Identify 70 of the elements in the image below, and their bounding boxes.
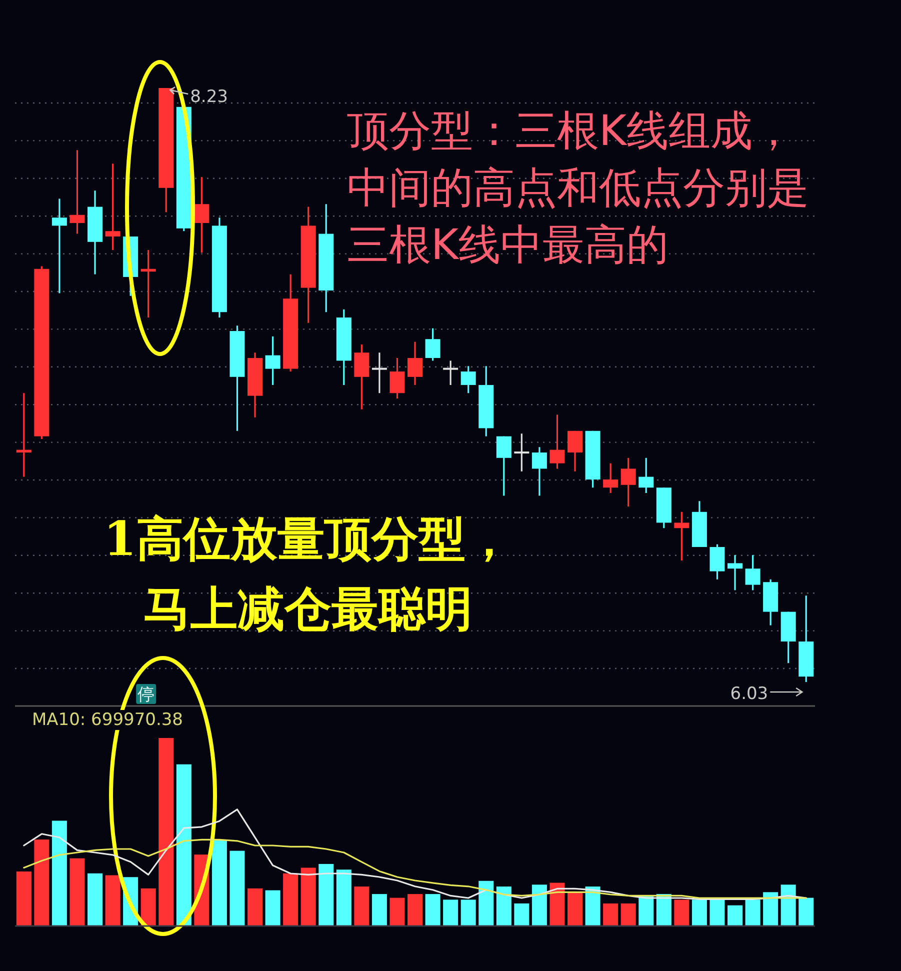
candlestick <box>443 360 458 386</box>
candlestick <box>728 554 742 591</box>
candlestick <box>603 462 618 494</box>
bar <box>674 900 690 926</box>
bar <box>514 903 530 926</box>
annotation: 8.23 <box>190 87 228 107</box>
text: MA10: 699970.38 <box>32 710 183 730</box>
candlestick <box>550 414 565 470</box>
bar <box>16 871 32 926</box>
bar <box>745 900 760 926</box>
bar <box>443 900 458 926</box>
bar <box>372 894 387 926</box>
candlestick <box>408 341 422 386</box>
bar <box>158 738 174 926</box>
bar <box>105 875 120 926</box>
bar <box>620 903 636 926</box>
bar <box>585 886 600 926</box>
bar <box>692 900 707 926</box>
candlestick <box>70 149 85 235</box>
candlestick <box>460 365 476 394</box>
bar <box>354 886 370 926</box>
candlestick <box>496 436 512 496</box>
bar <box>88 873 102 926</box>
candlestick <box>745 554 760 591</box>
bar <box>34 840 50 926</box>
candlestick <box>140 249 156 318</box>
bar <box>550 882 565 926</box>
candlestick <box>425 328 440 362</box>
bar <box>478 880 494 926</box>
bar <box>212 840 227 926</box>
bar <box>496 886 512 926</box>
annotation: 顶分型：三根K线组成，中间的高点和低点分别是三根K线中最高的 <box>347 106 809 269</box>
candlestick <box>390 357 405 400</box>
candlestick <box>674 511 690 562</box>
bar <box>390 898 405 926</box>
bar <box>568 892 582 926</box>
bar <box>248 888 262 926</box>
bar <box>728 905 742 926</box>
candlestick <box>638 457 654 494</box>
bar <box>318 864 334 926</box>
text: 6.03 <box>730 684 768 704</box>
candlestick <box>568 430 582 472</box>
candlestick <box>620 457 636 508</box>
candlestick <box>532 446 547 496</box>
bar <box>52 820 67 926</box>
bar <box>336 870 352 926</box>
bar <box>780 884 796 926</box>
bar <box>176 764 192 926</box>
bar <box>265 890 280 926</box>
bar <box>140 888 156 926</box>
candlestick <box>265 336 280 386</box>
bar <box>603 903 618 926</box>
candlestick <box>52 198 67 294</box>
bar <box>408 894 422 926</box>
bar <box>532 884 547 926</box>
bar <box>638 896 654 926</box>
candlestick <box>16 392 32 478</box>
bar <box>283 873 298 926</box>
annotation: 1高位放量顶分型，马上减仓最聪明 <box>104 512 512 637</box>
candlestick <box>105 162 120 251</box>
candlestick <box>372 352 387 394</box>
bar <box>70 858 85 926</box>
bar <box>798 898 814 926</box>
bar <box>300 868 316 926</box>
candlestick <box>514 432 530 472</box>
bar <box>230 850 245 926</box>
candlestick <box>194 176 210 254</box>
bar <box>460 900 476 926</box>
bar <box>425 894 440 926</box>
bar <box>763 892 778 926</box>
